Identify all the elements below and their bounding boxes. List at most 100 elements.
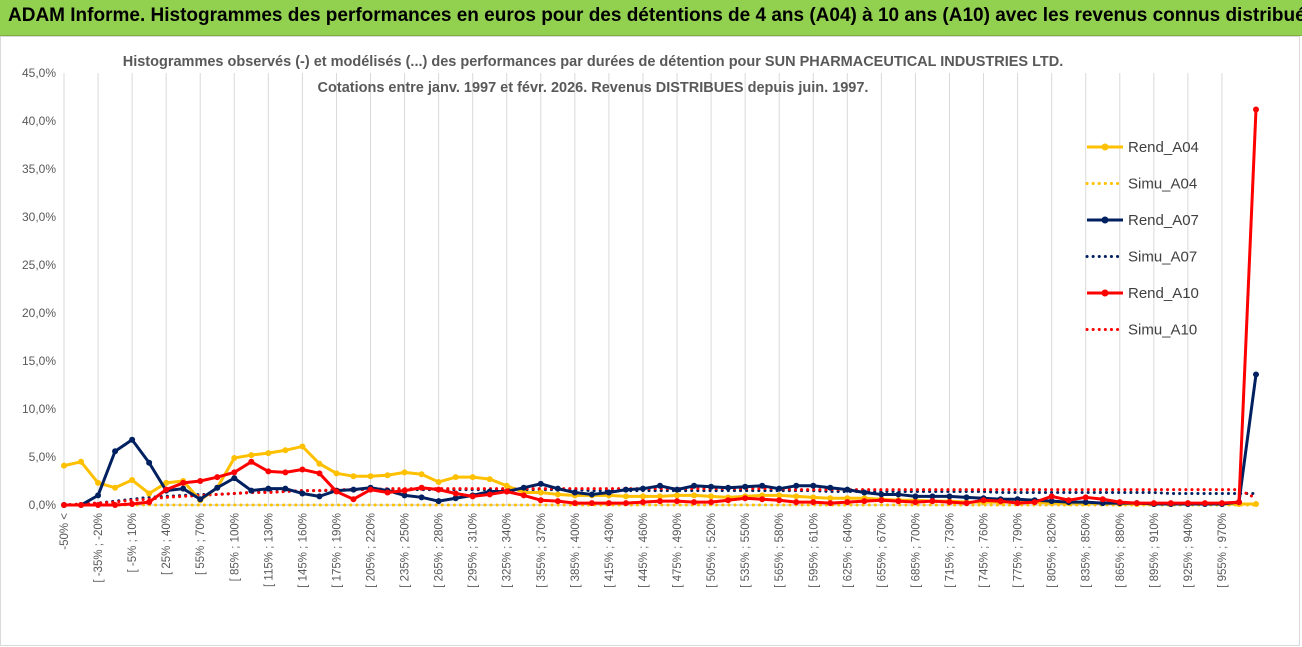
data-point: [793, 482, 800, 489]
x-tick-label: [ 565% ; 580%: [774, 513, 786, 588]
y-tick-label: 10,0%: [22, 402, 56, 416]
x-tick-label: [ 205% ; 220%: [366, 513, 378, 588]
data-point: [554, 498, 561, 505]
legend-label: Rend_A07: [1128, 212, 1199, 229]
data-point: [691, 482, 698, 489]
data-point: [180, 479, 187, 486]
data-point: [588, 491, 595, 498]
data-point: [674, 486, 681, 493]
data-point: [997, 498, 1004, 505]
data-point: [776, 485, 783, 492]
x-tick-label: [ 355% ; 370%: [536, 513, 548, 588]
data-point: [776, 492, 783, 499]
data-point: [708, 483, 715, 490]
x-tick-label: [ 835% ; 850%: [1081, 513, 1093, 588]
data-point: [759, 496, 766, 503]
data-point: [639, 499, 646, 506]
data-point: [963, 500, 970, 507]
data-point: [316, 493, 323, 500]
x-tick-label: [ 415% ; 430%: [604, 513, 616, 588]
data-point: [827, 484, 834, 491]
data-point: [95, 479, 102, 486]
data-point: [401, 469, 408, 476]
data-point: [1116, 499, 1123, 506]
y-tick-label: 25,0%: [22, 258, 56, 272]
data-point: [674, 498, 681, 505]
data-point: [844, 486, 851, 493]
data-point: [554, 491, 561, 498]
data-point: [146, 490, 153, 497]
data-point: [78, 502, 85, 508]
legend-item: Rend_A04: [1087, 139, 1199, 156]
data-point: [95, 492, 102, 499]
data-point: [912, 499, 919, 506]
data-point: [282, 485, 289, 492]
x-tick-label: [ 775% ; 790%: [1013, 513, 1025, 588]
data-point: [129, 477, 136, 484]
data-point: [435, 498, 442, 505]
data-point: [759, 482, 766, 489]
x-tick-label: [ -5% ; 10%: [127, 513, 139, 572]
data-point: [350, 496, 357, 503]
data-point: [1065, 497, 1072, 504]
data-point: [639, 485, 646, 492]
data-point: [691, 492, 698, 499]
y-tick-label: 45,0%: [22, 66, 56, 80]
data-point: [657, 493, 663, 500]
legend-item: Simu_A10: [1085, 322, 1197, 339]
data-point: [146, 499, 153, 506]
x-tick-label: [ 175% ; 190%: [331, 513, 343, 588]
data-point: [929, 498, 936, 505]
series-line: [62, 488, 1258, 507]
data-point: [793, 499, 800, 506]
data-point: [163, 486, 170, 493]
data-point: [963, 494, 970, 501]
legend-item: Simu_A07: [1085, 249, 1197, 266]
x-tick-label: [ 325% ; 340%: [502, 513, 514, 588]
data-point: [129, 501, 136, 508]
data-point: [61, 502, 67, 508]
y-tick-label: 35,0%: [22, 162, 56, 176]
data-point: [878, 497, 885, 504]
data-point: [401, 487, 408, 494]
data-point: [810, 494, 817, 501]
data-point: [384, 489, 391, 496]
y-axis: 0,0% 5,0% 10,0% 15,0% 20,0% 25,0% 30,0% 35,0% 40…: [22, 66, 56, 512]
x-tick-label: [ 145% ; 160%: [297, 513, 309, 588]
data-point: [316, 460, 323, 467]
data-point: [674, 492, 681, 499]
data-point: [163, 479, 170, 486]
data-point: [861, 489, 868, 496]
data-point: [265, 485, 272, 492]
data-point: [401, 492, 408, 499]
legend-label: Simu_A10: [1128, 322, 1197, 339]
data-point: [265, 468, 272, 475]
data-point: [333, 488, 340, 495]
vertical-gridlines: [63, 73, 1223, 505]
data-point: [350, 486, 357, 493]
data-point: [1082, 499, 1089, 506]
legend-marker: [1101, 143, 1109, 151]
data-point: [571, 500, 578, 507]
x-tick-label: [ 955% ; 970%: [1217, 513, 1229, 588]
data-point: [946, 493, 953, 500]
data-point: [605, 500, 612, 507]
data-point: [112, 448, 119, 455]
data-point: [844, 499, 851, 506]
data-point: [180, 485, 187, 492]
legend-label: Rend_A04: [1128, 139, 1199, 156]
data-point: [248, 452, 255, 459]
x-tick-label: [ 655% ; 670%: [876, 513, 888, 588]
data-point: [1099, 496, 1106, 503]
data-point: [639, 493, 646, 500]
x-tick-label: [ 235% ; 250%: [400, 513, 412, 588]
x-tick-label: [ 895% ; 910%: [1149, 513, 1161, 588]
data-point: [742, 483, 749, 490]
x-tick-label: [ 85% ; 100%: [229, 513, 241, 581]
data-point: [588, 500, 595, 507]
data-point: [452, 490, 459, 497]
data-point: [1031, 499, 1038, 506]
data-point: [197, 496, 204, 503]
data-point: [1253, 371, 1259, 378]
data-point: [231, 454, 238, 461]
